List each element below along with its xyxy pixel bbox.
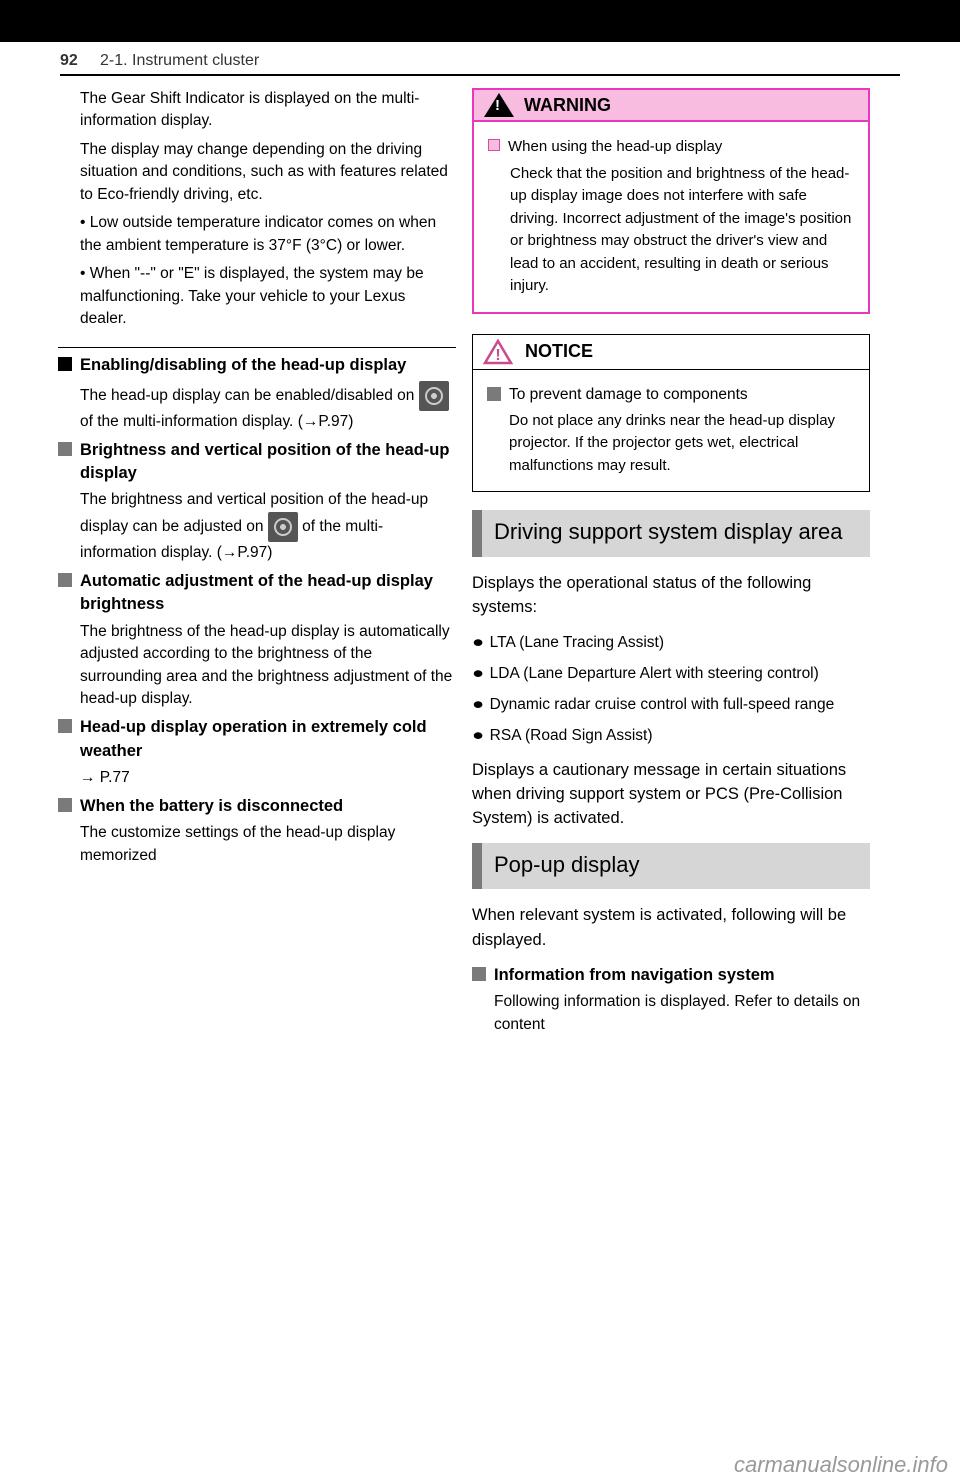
thin-divider xyxy=(58,347,456,348)
right-column: WARNING When using the head-up display C… xyxy=(472,88,870,1042)
notice-title: To prevent damage to components xyxy=(509,384,748,406)
enabling-heading: Enabling/disabling of the head-up displa… xyxy=(58,354,456,377)
cold-weather-heading: Head-up display operation in extremely c… xyxy=(58,716,456,762)
shift-indicator-text1: The Gear Shift Indicator is displayed on… xyxy=(58,88,456,133)
header-divider xyxy=(60,74,900,76)
top-bar xyxy=(0,0,960,42)
brightness-text: The brightness and vertical position of … xyxy=(58,489,456,564)
popup-sub-heading: Information from navigation system xyxy=(472,964,870,987)
brightness-heading: Brightness and vertical position of the … xyxy=(58,439,456,485)
notice-header: ! NOTICE xyxy=(473,335,869,370)
notice-text: Do not place any drinks near the head-up… xyxy=(487,410,855,478)
list-item: ● RSA (Road Sign Assist) xyxy=(472,725,870,748)
disconnected-heading: When the battery is disconnected xyxy=(58,795,456,818)
warning-body: When using the head-up display Check tha… xyxy=(474,122,868,312)
popup-sub-title: Information from navigation system xyxy=(494,964,775,987)
warning-box: WARNING When using the head-up display C… xyxy=(472,88,870,314)
notice-label: NOTICE xyxy=(525,341,593,362)
driving-para1: Displays the operational status of the f… xyxy=(472,571,870,620)
outside-temp-invalid: • When "--" or "E" is displayed, the sys… xyxy=(58,263,456,330)
bullet-square-icon xyxy=(58,442,72,456)
shift-indicator-text2: The display may change depending on the … xyxy=(58,139,456,206)
cold-weather-title: Head-up display operation in extremely c… xyxy=(80,716,456,762)
bullet-square-icon xyxy=(58,357,72,371)
driving-items: ● LTA (Lane Tracing Assist) ● LDA (Lane D… xyxy=(472,632,870,748)
bullet-square-icon xyxy=(472,967,486,981)
bullet-square-icon xyxy=(487,387,501,401)
warning-label: WARNING xyxy=(524,95,611,116)
list-item: ● Dynamic radar cruise control with full… xyxy=(472,694,870,717)
gear-icon xyxy=(268,512,298,542)
warning-triangle-icon xyxy=(484,93,514,117)
page-number: 92 xyxy=(60,52,78,69)
bullet-square-icon xyxy=(488,139,500,151)
list-item: ● LTA (Lane Tracing Assist) xyxy=(472,632,870,655)
content-columns: The Gear Shift Indicator is displayed on… xyxy=(0,88,960,1042)
driving-para2: Displays a cautionary message in certain… xyxy=(472,758,870,831)
gear-icon xyxy=(419,381,449,411)
popup-para: When relevant system is activated, follo… xyxy=(472,903,870,952)
breadcrumb: 2-1. Instrument cluster xyxy=(100,52,259,69)
enabling-text: The head-up display can be enabled/disab… xyxy=(58,381,456,433)
outside-temp-low: • Low outside temperature indicator come… xyxy=(58,212,456,257)
auto-brightness-text: The brightness of the head-up display is… xyxy=(58,621,456,711)
warning-header: WARNING xyxy=(474,90,868,122)
brightness-title: Brightness and vertical position of the … xyxy=(80,439,456,485)
section-popup-title: Pop-up display xyxy=(472,843,870,890)
cold-weather-ref: → P.77 xyxy=(58,767,456,789)
bullet-square-icon xyxy=(58,798,72,812)
bullet-square-icon xyxy=(58,719,72,733)
enabling-title: Enabling/disabling of the head-up displa… xyxy=(80,354,406,377)
footer-watermark: carmanualsonline.info xyxy=(734,1452,948,1478)
section-driving-title: Driving support system display area xyxy=(472,510,870,557)
bullet-square-icon xyxy=(58,573,72,587)
auto-brightness-title: Automatic adjustment of the head-up disp… xyxy=(80,570,456,616)
list-item: ● LDA (Lane Departure Alert with steerin… xyxy=(472,663,870,686)
warning-title: When using the head-up display xyxy=(508,136,722,159)
disconnected-text: The customize settings of the head-up di… xyxy=(58,822,456,867)
disconnected-title: When the battery is disconnected xyxy=(80,795,343,818)
left-column: The Gear Shift Indicator is displayed on… xyxy=(58,88,456,1042)
notice-box: ! NOTICE To prevent damage to components… xyxy=(472,334,870,493)
svg-text:!: ! xyxy=(495,347,500,364)
warning-text: Check that the position and brightness o… xyxy=(488,163,854,298)
popup-sub-text: Following information is displayed. Refe… xyxy=(472,991,870,1036)
notice-triangle-icon: ! xyxy=(483,339,513,365)
auto-brightness-heading: Automatic adjustment of the head-up disp… xyxy=(58,570,456,616)
page-header: 92 2-1. Instrument cluster xyxy=(0,42,960,74)
notice-body: To prevent damage to components Do not p… xyxy=(473,370,869,492)
